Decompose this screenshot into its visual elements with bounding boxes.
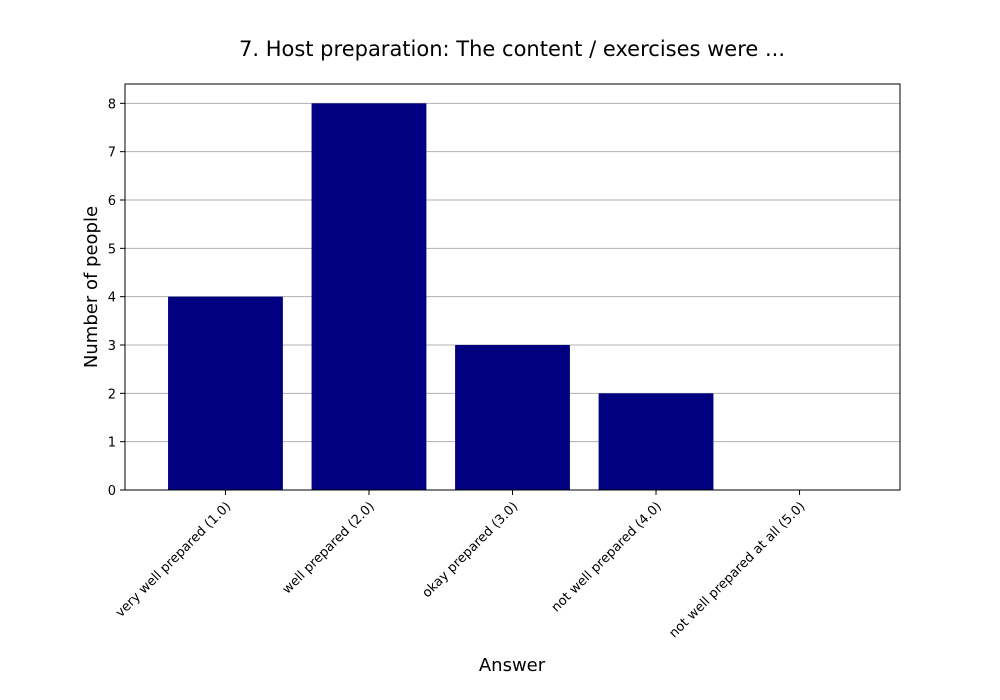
y-axis-ticks: 0 1 2 3 4 5 6 7 8 <box>108 97 125 499</box>
y-tick-label: 1 <box>108 436 116 451</box>
y-tick-label: 3 <box>108 339 116 354</box>
bar <box>598 393 714 490</box>
y-axis-label: Number of people <box>81 206 102 368</box>
x-tick-label: okay prepared (3.0) <box>420 499 522 601</box>
x-tick-label: not well prepared (4.0) <box>549 499 665 615</box>
x-axis-ticks: very well prepared (1.0) well prepared (2… <box>113 490 808 641</box>
y-tick-label: 0 <box>108 484 116 499</box>
x-tick-label: well prepared (2.0) <box>280 499 378 597</box>
x-tick-label: very well prepared (1.0) <box>113 499 234 620</box>
y-tick-label: 2 <box>108 387 116 402</box>
bar <box>168 296 283 490</box>
y-tick-label: 5 <box>108 242 116 257</box>
bar <box>311 103 427 490</box>
y-tick-label: 4 <box>108 291 116 306</box>
y-tick-label: 8 <box>108 97 116 112</box>
y-tick-label: 6 <box>108 194 116 209</box>
y-tick-label: 7 <box>108 146 116 161</box>
bar <box>455 345 570 490</box>
x-tick-label: not well prepared at all (5.0) <box>666 499 808 641</box>
chart-title: 7. Host preparation: The content / exerc… <box>239 37 785 61</box>
x-axis-label: Answer <box>479 655 546 676</box>
bars <box>168 103 714 490</box>
